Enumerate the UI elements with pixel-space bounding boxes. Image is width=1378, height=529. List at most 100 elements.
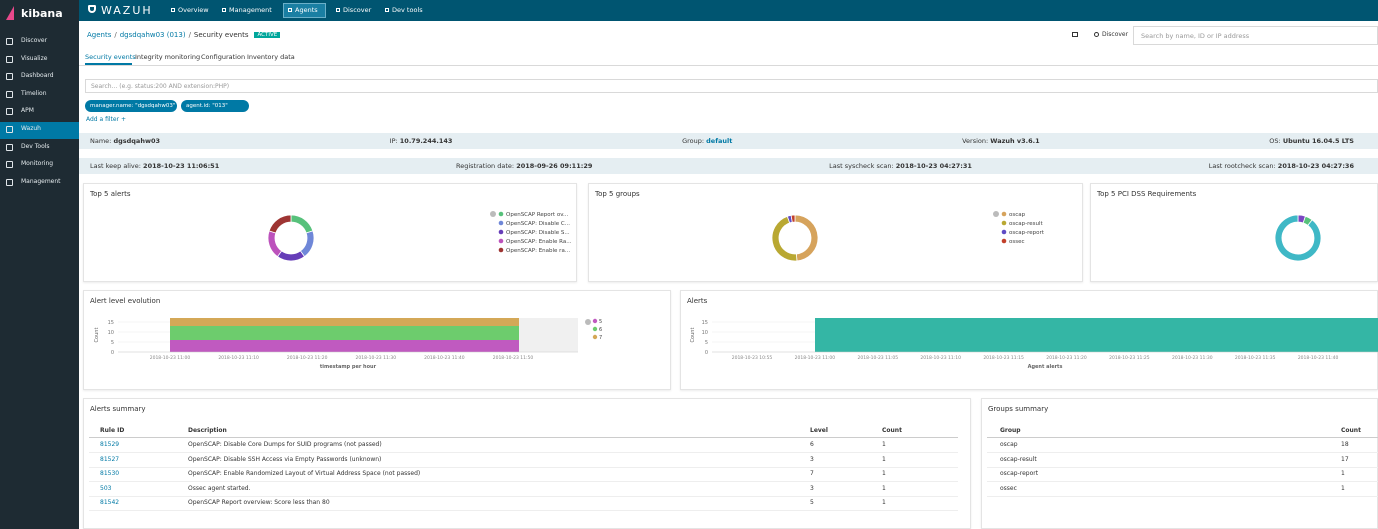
legend-label: 7 (599, 335, 602, 341)
pie-slice (268, 231, 282, 257)
legend-label: oscap-report (1009, 230, 1045, 236)
table-cell: 6 (810, 441, 814, 448)
x-tick-label: 2018-10-23 11:40 (1298, 355, 1339, 361)
x-tick-label: 2018-10-23 11:40 (424, 355, 465, 361)
header-rule (987, 437, 1378, 438)
legend-swatch (593, 319, 597, 323)
table-cell: OpenSCAP: Enable Randomized Layout of Vi… (188, 470, 420, 477)
legend-swatch (1002, 230, 1007, 235)
bar (170, 340, 519, 352)
row-rule (89, 452, 958, 453)
x-tick-label: 2018-10-23 11:25 (1109, 355, 1150, 361)
pie-slice (795, 215, 818, 261)
table-cell: oscap (1000, 441, 1018, 448)
row-rule (89, 467, 958, 468)
legend-swatch (1002, 239, 1007, 244)
table-cell[interactable]: 81530 (100, 470, 119, 477)
x-axis-label: timestamp per hour (320, 364, 377, 370)
table-cell: Ossec agent started. (188, 485, 251, 492)
legend-swatch (499, 248, 504, 253)
legend-swatch (499, 221, 504, 226)
legend-label: OpenSCAP: Enable Ra... (506, 239, 572, 245)
plot-remainder (519, 318, 578, 352)
x-tick-label: 2018-10-23 11:10 (218, 355, 259, 361)
x-tick-label: 2018-10-23 11:20 (1046, 355, 1087, 361)
row-rule (89, 510, 958, 511)
column-header[interactable]: Group (1000, 427, 1021, 434)
x-tick-label: 2018-10-23 11:00 (795, 355, 836, 361)
bar (815, 318, 1378, 352)
table-cell: oscap-result (1000, 456, 1037, 463)
column-header[interactable]: Count (882, 427, 902, 434)
y-tick-label: 10 (108, 330, 114, 336)
table-cell[interactable]: 81527 (100, 456, 119, 463)
table-cell: 5 (810, 499, 814, 506)
x-tick-label: 2018-10-23 11:15 (983, 355, 1024, 361)
row-rule (987, 496, 1378, 497)
row-rule (987, 467, 1378, 468)
table-cell: 1 (1341, 485, 1345, 492)
legend-label: OpenSCAP: Disable C... (506, 221, 570, 227)
legend-label: oscap (1009, 212, 1026, 218)
x-tick-label: 2018-10-23 11:10 (920, 355, 961, 361)
legend-label: OpenSCAP: Enable ra... (506, 248, 570, 254)
column-header[interactable]: Count (1341, 427, 1361, 434)
table-cell: 1 (882, 470, 886, 477)
pie-slice (772, 216, 797, 261)
column-header[interactable]: Description (188, 427, 227, 434)
pie-slice (1275, 215, 1321, 261)
table-cell: 1 (882, 499, 886, 506)
column-header[interactable]: Rule ID (100, 427, 124, 434)
row-rule (987, 452, 1378, 453)
table-cell: 3 (810, 485, 814, 492)
legend-swatch (499, 239, 504, 244)
header-rule (89, 437, 958, 438)
legend-label: OpenSCAP Report ov... (506, 212, 569, 218)
y-axis-label: Count (690, 328, 696, 343)
table-cell[interactable]: 81542 (100, 499, 119, 506)
legend-swatch (499, 212, 504, 217)
legend-toggle (490, 211, 496, 217)
legend-toggle (993, 211, 999, 217)
table-cell: 7 (810, 470, 814, 477)
y-tick-label: 5 (111, 340, 114, 346)
row-rule (987, 481, 1378, 482)
table-cell: 3 (810, 456, 814, 463)
legend-label: OpenSCAP: Disable S... (506, 230, 570, 236)
table-cell[interactable]: 503 (100, 485, 111, 492)
row-rule (89, 496, 958, 497)
y-tick-label: 0 (111, 350, 114, 356)
table-cell: OpenSCAP: Disable Core Dumps for SUID pr… (188, 441, 382, 448)
y-tick-label: 5 (705, 340, 708, 346)
y-tick-label: 15 (702, 320, 708, 326)
y-tick-label: 15 (108, 320, 114, 326)
x-axis-label: Agent alerts (1028, 364, 1063, 370)
table-cell: ossec (1000, 485, 1017, 492)
bar (170, 326, 519, 340)
x-tick-label: 2018-10-23 10:55 (732, 355, 773, 361)
pie-slice (291, 215, 313, 233)
table-cell: 1 (882, 441, 886, 448)
table-cell: 1 (882, 485, 886, 492)
legend-swatch (499, 230, 504, 235)
table-cell[interactable]: 81529 (100, 441, 119, 448)
legend-label: 5 (599, 319, 602, 325)
x-tick-label: 2018-10-23 11:30 (356, 355, 397, 361)
legend-label: 6 (599, 327, 602, 333)
pie-slice (269, 215, 291, 233)
x-tick-label: 2018-10-23 11:30 (1172, 355, 1213, 361)
legend-swatch (593, 327, 597, 331)
table-cell: 1 (882, 456, 886, 463)
table-cell: 18 (1341, 441, 1349, 448)
legend-swatch (1002, 221, 1007, 226)
legend-label: ossec (1009, 239, 1025, 245)
legend-swatch (593, 335, 597, 339)
row-rule (89, 481, 958, 482)
y-tick-label: 0 (705, 350, 708, 356)
x-tick-label: 2018-10-23 11:05 (858, 355, 899, 361)
column-header[interactable]: Level (810, 427, 828, 434)
table-cell: OpenSCAP Report overview: Score less tha… (188, 499, 330, 506)
legend-toggle (585, 319, 591, 325)
table-cell: 17 (1341, 456, 1349, 463)
